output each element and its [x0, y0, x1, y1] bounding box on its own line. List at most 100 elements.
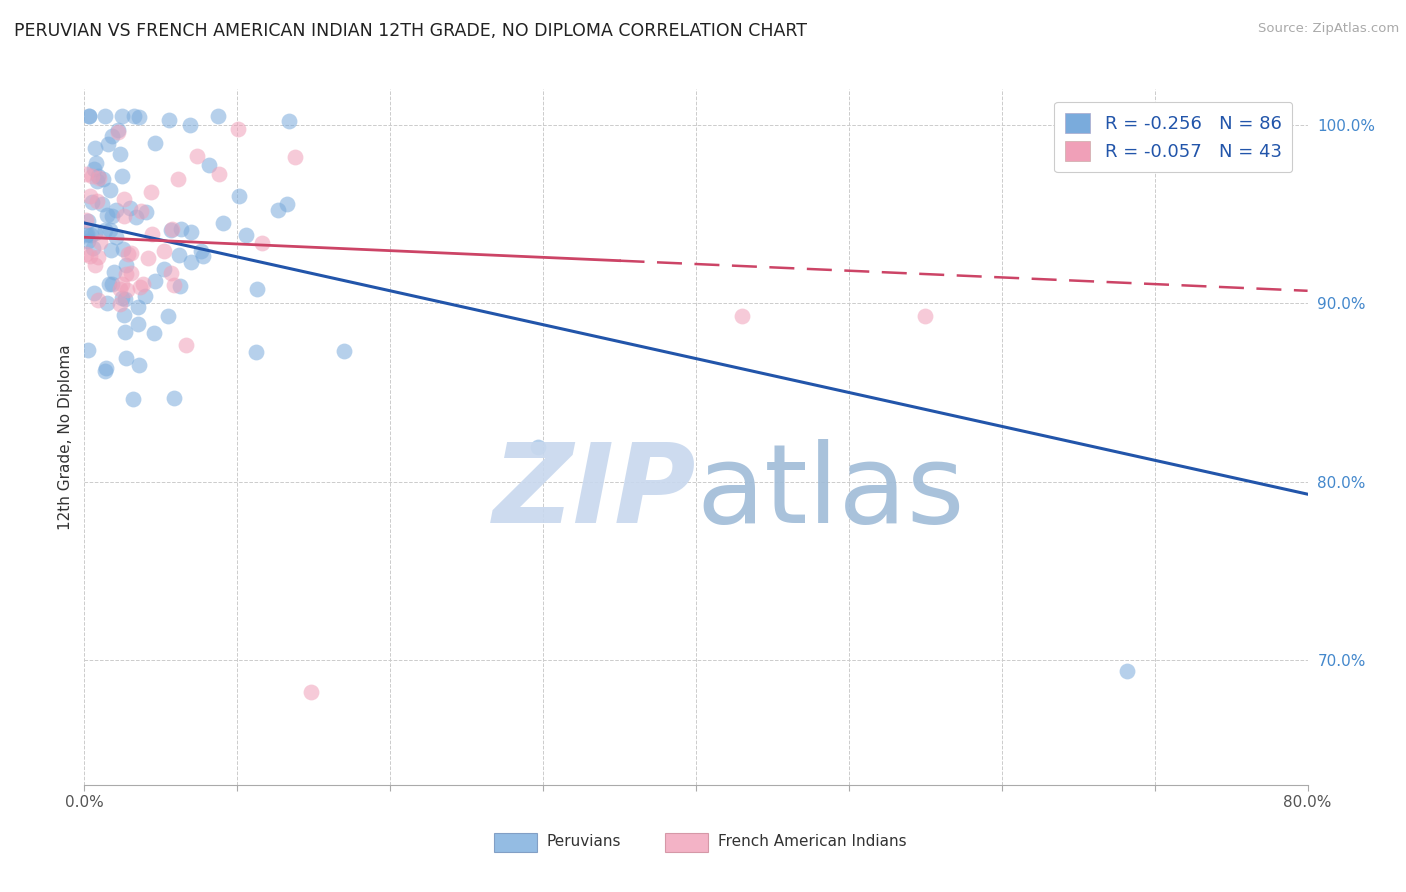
Point — [76, 227, 98, 241]
Text: atlas: atlas — [696, 439, 965, 546]
Point — [93, 364, 115, 378]
Point — [208, 167, 231, 181]
Text: PERUVIAN VS FRENCH AMERICAN INDIAN 12TH GRADE, NO DIPLOMA CORRELATION CHART: PERUVIAN VS FRENCH AMERICAN INDIAN 12TH … — [14, 22, 807, 40]
Text: Peruvians: Peruvians — [547, 834, 621, 849]
Point — [94, 109, 117, 123]
Point — [75, 247, 97, 261]
Point — [111, 292, 134, 306]
Point — [103, 264, 125, 278]
Point — [134, 288, 156, 302]
Point — [83, 161, 105, 176]
Point — [77, 343, 100, 358]
Point — [111, 169, 134, 184]
Point — [299, 685, 322, 699]
Text: Source: ZipAtlas.com: Source: ZipAtlas.com — [1258, 22, 1399, 36]
Point — [127, 300, 149, 314]
Point — [100, 243, 122, 257]
Point — [163, 278, 186, 293]
Point — [162, 222, 184, 236]
Point — [87, 171, 110, 186]
Point — [76, 234, 98, 248]
Point — [174, 337, 197, 351]
Point — [107, 123, 129, 137]
Point — [207, 109, 229, 123]
Point — [163, 392, 186, 406]
Point — [75, 167, 97, 181]
Legend: R = -0.256   N = 86, R = -0.057   N = 43: R = -0.256 N = 86, R = -0.057 N = 43 — [1054, 102, 1292, 172]
Point — [122, 109, 145, 123]
Point — [153, 244, 176, 259]
Point — [77, 214, 100, 228]
Point — [86, 194, 108, 208]
Point — [125, 210, 148, 224]
Point — [180, 255, 202, 269]
Point — [84, 156, 107, 170]
Point — [117, 246, 139, 260]
Point — [1116, 664, 1139, 678]
Point — [112, 242, 135, 256]
Point — [107, 125, 129, 139]
Point — [132, 277, 155, 291]
Text: ZIP: ZIP — [492, 439, 696, 546]
Point — [245, 344, 267, 359]
Point — [77, 109, 100, 123]
Point — [276, 197, 298, 211]
Point — [160, 266, 183, 280]
Point — [115, 351, 138, 365]
Point — [170, 222, 193, 236]
Point — [128, 358, 150, 372]
Point — [83, 226, 105, 240]
Point — [98, 182, 121, 196]
Point — [108, 147, 131, 161]
Point — [114, 267, 136, 281]
Point — [226, 122, 249, 136]
Point — [278, 113, 301, 128]
Point — [731, 309, 754, 323]
Point — [180, 225, 202, 239]
Point — [90, 197, 112, 211]
Point — [157, 309, 180, 323]
Point — [120, 245, 142, 260]
Point — [94, 223, 117, 237]
Point — [266, 202, 288, 217]
Point — [914, 309, 936, 323]
Point — [198, 158, 221, 172]
Point — [112, 209, 135, 223]
Point — [112, 308, 135, 322]
Point — [235, 227, 257, 242]
Point — [143, 136, 166, 150]
Point — [96, 296, 118, 310]
Point — [91, 171, 114, 186]
Point — [114, 292, 136, 306]
Point — [84, 141, 107, 155]
Point — [135, 204, 157, 219]
Point — [114, 325, 136, 339]
Point — [82, 242, 104, 256]
Point — [108, 297, 131, 311]
Point — [97, 136, 120, 151]
Point — [77, 109, 100, 123]
Point — [75, 213, 97, 227]
Point — [333, 344, 356, 359]
Point — [96, 208, 118, 222]
Point — [100, 209, 122, 223]
Point — [86, 174, 108, 188]
Point — [101, 277, 124, 292]
Point — [79, 189, 101, 203]
Point — [87, 251, 110, 265]
Point — [129, 204, 152, 219]
Point — [104, 203, 127, 218]
Point — [250, 236, 273, 251]
Point — [100, 129, 122, 144]
Bar — [494, 833, 537, 853]
Point — [111, 109, 134, 123]
Point — [246, 282, 269, 296]
Point — [141, 185, 163, 199]
Point — [186, 149, 208, 163]
Y-axis label: 12th Grade, No Diploma: 12th Grade, No Diploma — [58, 344, 73, 530]
Point — [96, 361, 118, 376]
Point — [143, 326, 166, 341]
Point — [136, 251, 159, 265]
Point — [152, 261, 174, 276]
Point — [118, 202, 141, 216]
